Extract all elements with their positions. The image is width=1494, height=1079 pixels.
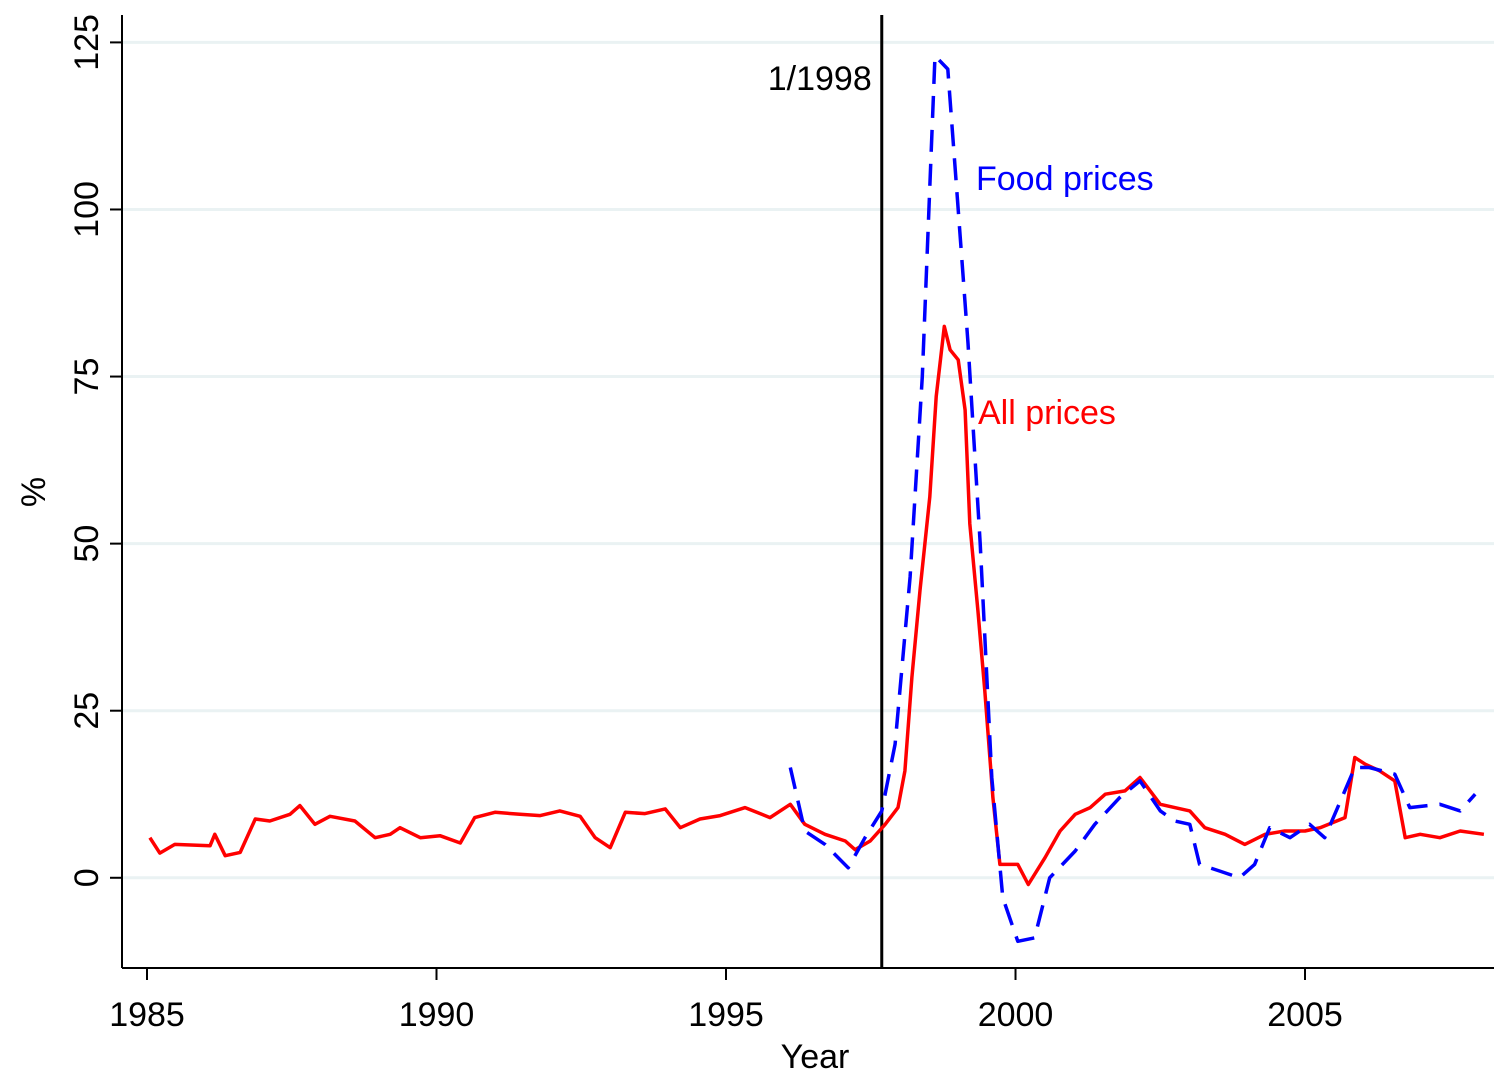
reference-label: 1/1998 [768, 60, 872, 98]
y-tick-label: 25 [68, 692, 106, 730]
series-label: Food prices [976, 160, 1154, 198]
y-tick-label: 125 [68, 14, 106, 71]
series-line [788, 54, 1477, 944]
y-tick-label: 100 [68, 181, 106, 238]
x-tick-label: 1985 [109, 996, 185, 1034]
y-axis-label: % [15, 477, 53, 507]
x-tick-label: 1990 [399, 996, 475, 1034]
x-tick-label: 2005 [1267, 996, 1343, 1034]
y-tick-label: 75 [68, 358, 106, 396]
x-axis-label: Year [781, 1038, 850, 1076]
x-tick-label: 2000 [978, 996, 1054, 1034]
series-line [148, 324, 1485, 887]
x-tick-label: 1995 [688, 996, 764, 1034]
series-label: All prices [978, 394, 1116, 432]
y-tick-label: 50 [68, 525, 106, 563]
y-tick-label: 0 [68, 868, 106, 887]
